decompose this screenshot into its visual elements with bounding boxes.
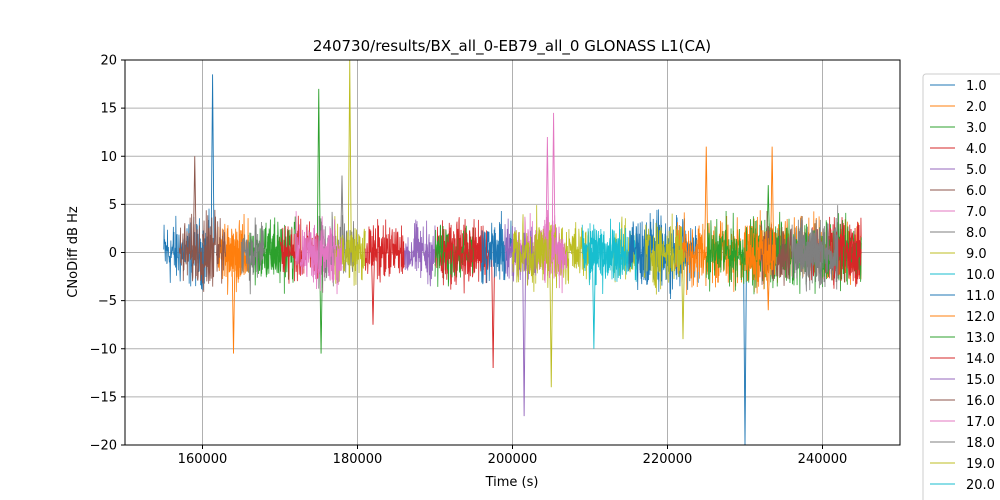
- series-segment: [202, 209, 227, 287]
- x-tick-label: 180000: [333, 452, 383, 467]
- legend-label: 4.0: [966, 142, 987, 157]
- series-segment: [643, 213, 684, 295]
- series-segment: [512, 205, 552, 292]
- x-axis-label: Time (s): [485, 475, 539, 490]
- legend-label: 12.0: [966, 310, 995, 325]
- series-segment: [744, 216, 777, 290]
- series-segment: [403, 219, 436, 287]
- x-tick-label: 220000: [643, 452, 693, 467]
- legend-label: 20.0: [966, 478, 995, 493]
- series-line: [589, 218, 622, 294]
- series-spike: [545, 136, 550, 253]
- series-line: [512, 205, 685, 340]
- legend: 1.0 2.0 3.0 4.0 5.0 6.0 7.0 8.0 9.0 10.0 11.0 12.0 1…: [922, 73, 1000, 500]
- series-spike: [491, 252, 496, 369]
- y-tick-label: −5: [98, 294, 117, 309]
- legend-label: 19.0: [966, 457, 995, 472]
- y-axis-label: CNoDiff dB Hz: [66, 206, 81, 298]
- series-spike: [770, 146, 775, 253]
- y-tick-label: 5: [109, 198, 117, 213]
- series-spike: [591, 252, 596, 349]
- axes: 160000 180000 200000 220000 240000 −20 −15 −10 −…: [90, 54, 848, 468]
- series-spike: [347, 60, 352, 253]
- series-spike: [681, 252, 685, 340]
- legend-box: [922, 73, 1000, 500]
- y-tick-label: 0: [109, 246, 117, 261]
- series-spike: [704, 146, 709, 253]
- y-tick-label: 10: [100, 150, 117, 165]
- legend-label: 6.0: [966, 184, 987, 199]
- y-tick-label: −10: [90, 342, 117, 357]
- series-spike: [340, 175, 344, 253]
- series-spike: [192, 156, 197, 253]
- legend-label: 16.0: [966, 394, 995, 409]
- series-spike: [522, 252, 527, 417]
- x-tick-label: 160000: [178, 452, 228, 467]
- legend-label: 11.0: [966, 289, 995, 304]
- legend-label: 15.0: [966, 373, 995, 388]
- legend-label: 2.0: [966, 100, 987, 115]
- series-spike: [371, 252, 375, 325]
- y-tick-label: −15: [90, 390, 117, 405]
- legend-label: 5.0: [966, 163, 987, 178]
- series-layer: [163, 60, 862, 445]
- series-spike: [551, 112, 556, 253]
- legend-label: 7.0: [966, 205, 987, 220]
- chart-title: 240730/results/BX_all_0-EB79_all_0 GLONA…: [313, 37, 711, 56]
- legend-label: 18.0: [966, 436, 995, 451]
- series-spike: [231, 252, 236, 354]
- series-spike: [316, 88, 321, 253]
- x-tick-label: 240000: [798, 452, 848, 467]
- series-segment: [442, 217, 482, 294]
- series-segment: [589, 218, 622, 294]
- series-line: [202, 209, 227, 287]
- series-segment: [225, 218, 250, 283]
- legend-label: 10.0: [966, 268, 995, 283]
- y-tick-label: 15: [100, 102, 117, 117]
- series-spike: [210, 74, 215, 253]
- y-tick-label: 20: [100, 54, 117, 69]
- series-segment: [798, 205, 839, 289]
- x-tick-label: 200000: [488, 452, 538, 467]
- series-spike: [766, 252, 771, 311]
- series-segment: [310, 216, 343, 295]
- series-segment: [240, 217, 265, 295]
- series-segment: [163, 208, 211, 291]
- series-spike: [743, 252, 747, 445]
- series-line: [403, 219, 436, 287]
- legend-label: 9.0: [966, 247, 987, 262]
- series-segment: [248, 222, 281, 286]
- series-line: [364, 217, 862, 325]
- legend-label: 14.0: [966, 352, 995, 367]
- series-spike: [549, 252, 554, 388]
- legend-label: 1.0: [966, 79, 987, 94]
- legend-label: 3.0: [966, 121, 987, 136]
- series-segment: [178, 213, 211, 292]
- y-tick-label: −20: [90, 439, 117, 454]
- legend-label: 17.0: [966, 415, 995, 430]
- series-line: [240, 205, 839, 295]
- legend-label: 13.0: [966, 331, 995, 346]
- legend-label: 8.0: [966, 226, 987, 241]
- series-line: [225, 146, 777, 311]
